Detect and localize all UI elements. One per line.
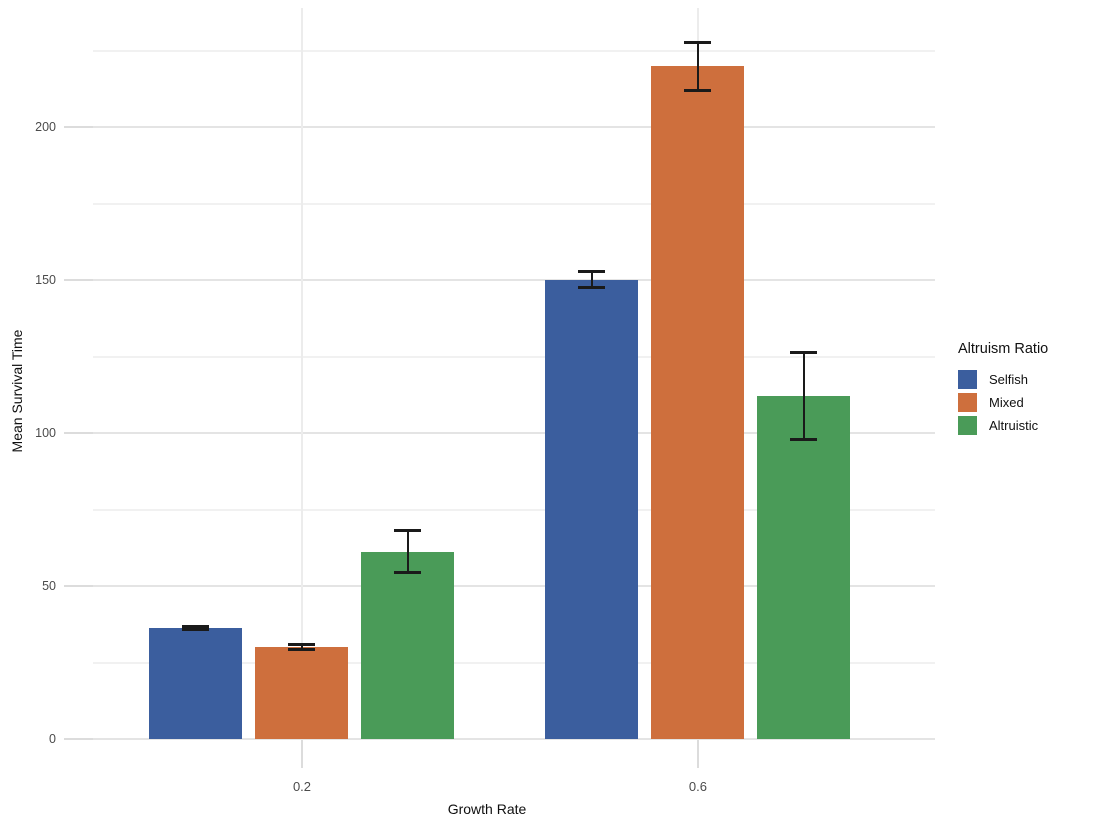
minor-gridline <box>93 661 935 664</box>
error-bar-cap-bottom <box>790 437 818 441</box>
y-tick-label: 200 <box>35 120 56 135</box>
y-tick-label: 100 <box>35 426 56 441</box>
y-tick-mark <box>64 432 93 435</box>
y-tick-mark <box>64 738 93 740</box>
bar-mixed-0.6 <box>651 66 745 739</box>
x-tick-mark <box>300 740 303 768</box>
y-tick-mark <box>64 126 93 129</box>
major-gridline <box>93 126 935 129</box>
y-tick-mark <box>64 585 93 588</box>
legend: Altruism Ratio Selfish Mixed Altruistic <box>958 338 1094 439</box>
error-bar-line <box>406 530 409 573</box>
x-tick-mark <box>696 740 699 768</box>
x-axis-title-container: Growth Rate <box>66 801 908 819</box>
error-bar-cap-bottom <box>394 570 422 574</box>
minor-gridline <box>93 355 935 358</box>
minor-gridline <box>93 202 935 205</box>
major-gridline <box>93 432 935 435</box>
legend-label-altruistic: Altruistic <box>989 418 1039 433</box>
error-bar-cap-top <box>684 40 712 44</box>
y-axis-title: Mean Survival Time <box>9 329 25 453</box>
error-bar-cap-top <box>394 529 422 533</box>
bar-selfish-0.2 <box>149 627 243 739</box>
minor-gridline <box>93 49 935 52</box>
legend-swatch-mixed <box>958 393 977 412</box>
legend-label-selfish: Selfish <box>989 372 1029 387</box>
y-tick-label: 50 <box>42 579 56 594</box>
y-tick-mark <box>64 279 93 282</box>
legend-item-altruistic: Altruistic <box>958 416 1094 435</box>
error-bar-cap-bottom <box>182 627 210 631</box>
legend-swatch-altruistic <box>958 416 977 435</box>
legend-title: Altruism Ratio <box>958 341 1049 357</box>
error-bar-line <box>300 644 303 651</box>
x-tick-label: 0.6 <box>688 779 707 794</box>
bar-mixed-0.2 <box>255 647 349 739</box>
error-bar-cap-top <box>790 350 818 354</box>
bar-altruistic-0.2 <box>361 551 455 739</box>
error-bar-cap-bottom <box>684 88 712 92</box>
error-bar-line <box>590 271 593 289</box>
legend-item-selfish: Selfish <box>958 370 1094 389</box>
major-gridline <box>93 738 935 740</box>
error-bar-cap-bottom <box>578 286 606 290</box>
error-bar-cap-top <box>288 643 316 647</box>
error-bar-line <box>696 41 699 91</box>
x-gridline <box>300 8 303 739</box>
bar-altruistic-0.6 <box>757 395 851 739</box>
legend-item-mixed: Mixed <box>958 393 1094 412</box>
x-axis-title: Growth Rate <box>447 801 527 817</box>
error-bar-cap-bottom <box>288 648 316 652</box>
error-bar-cap-top <box>578 270 606 274</box>
legend-swatch-selfish <box>958 370 977 389</box>
bar-selfish-0.6 <box>545 279 639 739</box>
major-gridline <box>93 585 935 588</box>
y-tick-label: 0 <box>49 732 56 746</box>
minor-gridline <box>93 508 935 511</box>
x-tick-label: 0.2 <box>292 779 312 794</box>
y-tick-label: 150 <box>35 273 56 288</box>
major-gridline <box>93 279 935 282</box>
error-bar-line <box>802 351 805 440</box>
error-bar-cap-top <box>182 625 210 629</box>
legend-label-mixed: Mixed <box>989 395 1024 410</box>
